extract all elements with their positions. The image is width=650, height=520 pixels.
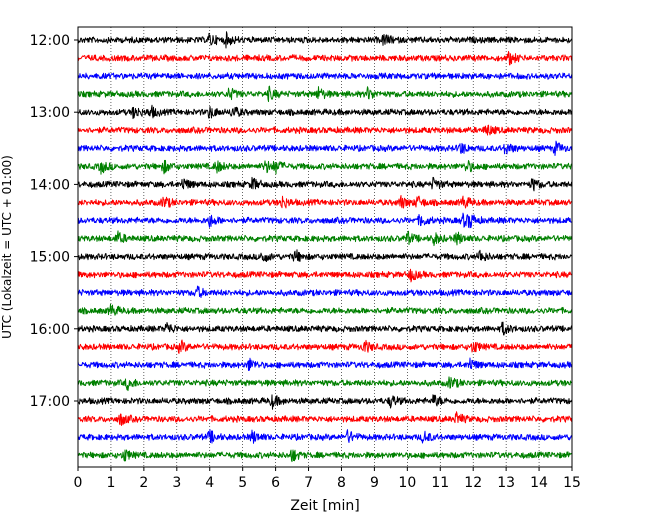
x-tick-label: 6 <box>271 475 280 491</box>
trace-row-3 <box>77 85 573 103</box>
x-tick-label: 3 <box>172 475 181 491</box>
y-axis-label: UTC (Lokalzeit = UTC + 01:00) <box>0 155 14 339</box>
trace-row-8 <box>77 176 573 192</box>
x-tick-label: 8 <box>337 475 346 491</box>
y-tick-label: 14:00 <box>30 177 70 193</box>
x-axis: 0 1 2 3 4 5 6 7 8 9 10 11 12 13 14 15 <box>74 467 581 491</box>
y-tick-label: 17:00 <box>30 394 70 410</box>
trace-row-0 <box>77 31 573 49</box>
x-tick-label: 13 <box>497 475 515 491</box>
trace-row-11 <box>77 230 573 247</box>
x-tick-label: 5 <box>238 475 247 491</box>
x-tick-label: 1 <box>106 475 115 491</box>
x-tick-label: 15 <box>563 475 581 491</box>
x-tick-label: 4 <box>205 475 214 491</box>
x-tick-label: 14 <box>530 475 548 491</box>
x-axis-label: Zeit [min] <box>290 498 359 514</box>
trace-row-22 <box>77 429 573 444</box>
y-tick-label: 12:00 <box>30 33 70 49</box>
y-tick-label: 16:00 <box>30 322 70 338</box>
y-tick-label: 15:00 <box>30 250 70 266</box>
trace-row-21 <box>77 411 573 427</box>
x-tick-label: 12 <box>464 475 482 491</box>
x-tick-label: 2 <box>139 475 148 491</box>
trace-row-17 <box>77 339 573 354</box>
trace-row-14 <box>77 285 573 299</box>
x-tick-label: 10 <box>398 475 416 491</box>
plot-frame <box>77 26 573 468</box>
trace-row-20 <box>77 394 573 410</box>
trace-row-1 <box>77 50 573 66</box>
y-tick-label: 13:00 <box>30 105 70 121</box>
y-axis: 12:00 13:00 14:00 15:00 16:00 17:00 <box>30 33 78 410</box>
x-tick-label: 7 <box>304 475 313 491</box>
x-gridlines <box>110 27 540 467</box>
x-tick-label: 11 <box>431 475 449 491</box>
trace-row-23 <box>77 449 573 463</box>
x-tick-label: 0 <box>74 475 83 491</box>
trace-row-5 <box>77 124 573 136</box>
trace-row-13 <box>77 268 573 283</box>
trace-row-19 <box>77 376 573 392</box>
x-tick-label: 9 <box>370 475 379 491</box>
trace-row-9 <box>77 194 573 209</box>
trace-row-15 <box>77 303 573 316</box>
trace-row-6 <box>77 140 573 156</box>
trace-row-2 <box>77 72 573 80</box>
trace-row-16 <box>77 321 573 336</box>
trace-row-10 <box>77 212 573 229</box>
trace-row-18 <box>77 357 573 371</box>
trace-row-12 <box>77 249 573 263</box>
trace-row-4 <box>77 104 573 120</box>
trace-row-7 <box>77 159 573 175</box>
trace-rows <box>77 31 573 463</box>
